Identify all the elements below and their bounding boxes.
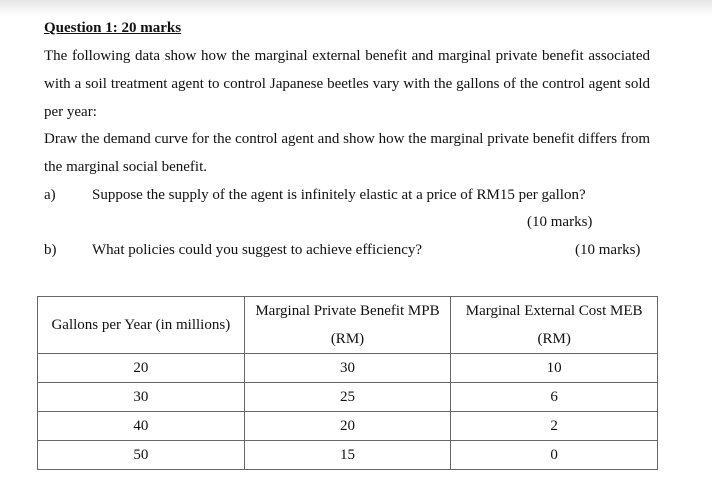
table-cell: 30 xyxy=(243,353,452,383)
table-cell: 30 xyxy=(37,382,245,412)
question-title: Question 1: 20 marks xyxy=(44,20,182,36)
top-shade xyxy=(0,0,712,16)
table-cell: 25 xyxy=(243,382,452,412)
column-header: Marginal External Cost MEB (RM) xyxy=(450,296,658,354)
table-cell: 10 xyxy=(450,353,658,383)
item-label: a) xyxy=(44,187,56,203)
table-cell: 20 xyxy=(243,411,452,441)
table-row: 50 15 0 xyxy=(37,440,658,470)
item-marks: (10 marks) xyxy=(575,242,641,258)
table-cell: 2 xyxy=(450,411,658,441)
column-header: Gallons per Year (in millions) xyxy=(37,296,245,354)
data-table: Gallons per Year (in millions) Marginal P… xyxy=(37,296,658,470)
item-text: What policies could you suggest to achie… xyxy=(92,242,423,258)
table-cell: 40 xyxy=(37,411,245,441)
table-cell: 20 xyxy=(37,353,245,383)
paragraph: The following data show how the marginal… xyxy=(44,48,650,120)
item-marks: (10 marks) xyxy=(527,214,593,230)
table-row: 30 25 6 xyxy=(37,382,658,412)
header-row: Gallons per Year (in millions) Marginal P… xyxy=(37,296,658,354)
table-cell: 15 xyxy=(243,440,452,470)
item-text: Suppose the supply of the agent is infin… xyxy=(92,187,586,203)
table-cell: 6 xyxy=(450,382,658,412)
paragraph: Draw the demand curve for the control ag… xyxy=(44,131,650,175)
item-label: b) xyxy=(44,242,57,258)
table-cell: 50 xyxy=(37,440,245,470)
table-row: 40 20 2 xyxy=(37,411,658,441)
table-body: 20 30 10 30 25 6 40 20 2 50 15 0 xyxy=(37,353,658,470)
table-cell: 0 xyxy=(450,440,658,470)
column-header: Marginal Private Benefit MPB (RM) xyxy=(243,296,452,354)
table-row: 20 30 10 xyxy=(37,353,658,383)
